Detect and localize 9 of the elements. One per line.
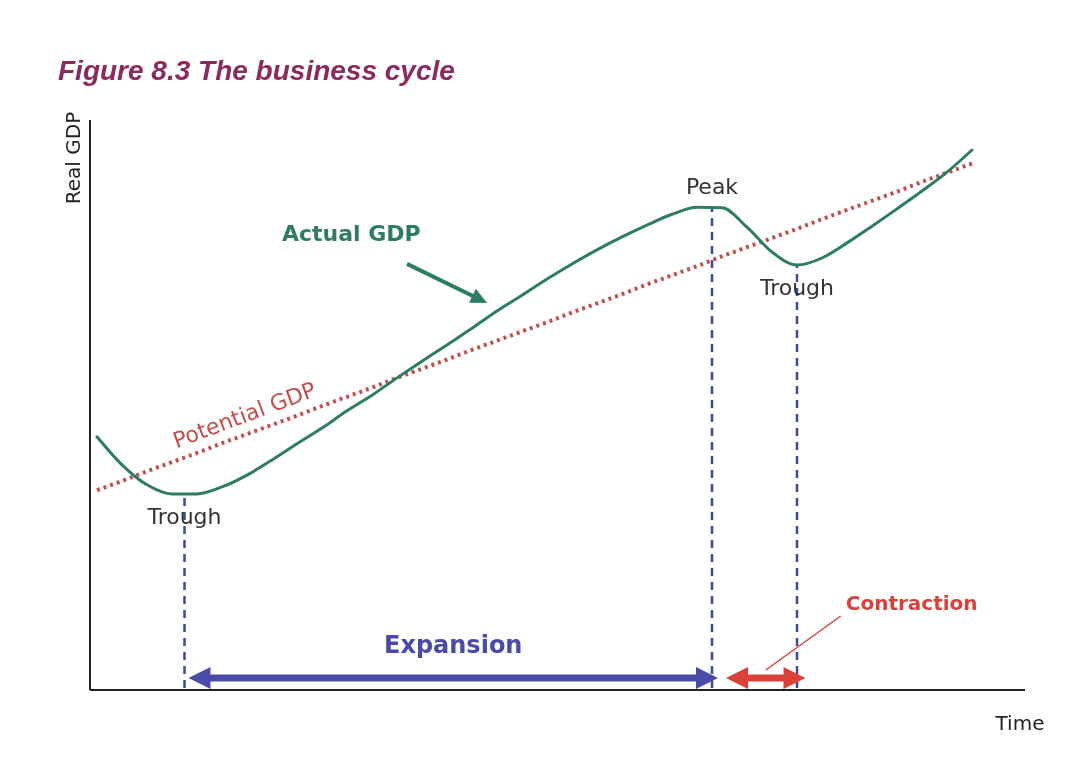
annotation: Trough (758, 275, 835, 301)
annotation: Expansion (384, 631, 523, 659)
annotation: Contraction (845, 591, 978, 615)
annotation: Trough (146, 503, 222, 529)
chart-title: Figure 8.3 The business cycle (58, 55, 455, 86)
annotation: Peak (685, 173, 739, 199)
y-axis-title: Real GDP (61, 111, 85, 205)
text: Actual GDP (282, 220, 421, 246)
x-axis-title: Time (994, 711, 1045, 735)
